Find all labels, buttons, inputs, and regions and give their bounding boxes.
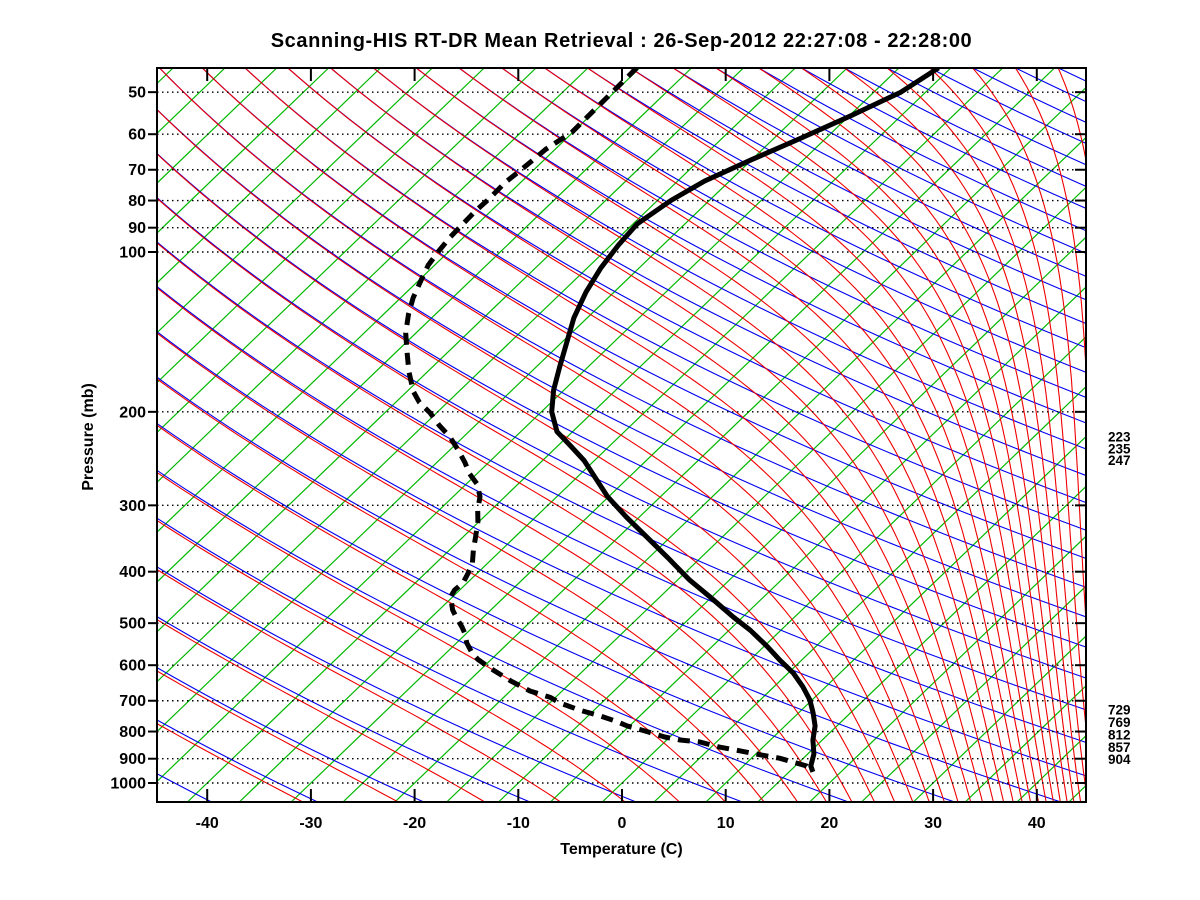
y-tick-label-60: 60 — [128, 127, 146, 144]
level-label-729: 729 — [1108, 703, 1131, 718]
moist-adiabat-lines — [157, 68, 1086, 802]
x-tick-label-0: 0 — [618, 815, 627, 832]
y-tick-label-50: 50 — [128, 85, 146, 102]
x-tick-label-40: 40 — [1028, 815, 1046, 832]
y-tick-label-90: 90 — [128, 220, 146, 237]
x-tick-label--20: -20 — [403, 815, 426, 832]
level-label-247: 247 — [1108, 453, 1131, 468]
level-label-904: 904 — [1108, 752, 1131, 767]
y-tick-label-300: 300 — [119, 498, 146, 515]
x-tick-label-30: 30 — [924, 815, 942, 832]
y-tick-label-100: 100 — [119, 245, 146, 262]
level-label-857: 857 — [1108, 740, 1131, 755]
plot-frame — [156, 67, 1087, 803]
y-tick-label-1000: 1000 — [110, 776, 146, 793]
dewpoint-profile — [403, 68, 812, 774]
level-label-812: 812 — [1108, 727, 1131, 742]
tick-labels: 5060708090100200300400500600700800900100… — [110, 85, 1045, 832]
temperature-profile — [549, 68, 940, 773]
x-tick-label--30: -30 — [299, 815, 322, 832]
level-label-223: 223 — [1108, 429, 1131, 444]
level-label-769: 769 — [1108, 715, 1131, 730]
y-tick-label-400: 400 — [119, 564, 146, 581]
y-tick-label-700: 700 — [119, 693, 146, 710]
skewt-background — [157, 68, 1086, 802]
isotherm-lines — [157, 68, 1086, 802]
chart-title: Scanning-HIS RT-DR Mean Retrieval : 26-S… — [270, 30, 973, 52]
y-tick-label-500: 500 — [119, 616, 146, 633]
y-tick-label-800: 800 — [119, 724, 146, 741]
y-tick-label-200: 200 — [119, 404, 146, 421]
x-tick-label-20: 20 — [821, 815, 839, 832]
y-tick-label-70: 70 — [128, 162, 146, 179]
x-tick-label-10: 10 — [717, 815, 735, 832]
x-tick-label--10: -10 — [507, 815, 530, 832]
level-label-235: 235 — [1108, 442, 1131, 457]
dry-adiabat-lines — [157, 68, 1086, 802]
y-tick-label-900: 900 — [119, 751, 146, 768]
x-axis-label: Temperature (C) — [560, 841, 683, 858]
sounding-profiles — [403, 68, 940, 774]
y-tick-label-600: 600 — [119, 658, 146, 675]
x-tick-label--40: -40 — [196, 815, 219, 832]
axis-ticks — [148, 68, 1086, 802]
y-tick-label-80: 80 — [128, 193, 146, 210]
